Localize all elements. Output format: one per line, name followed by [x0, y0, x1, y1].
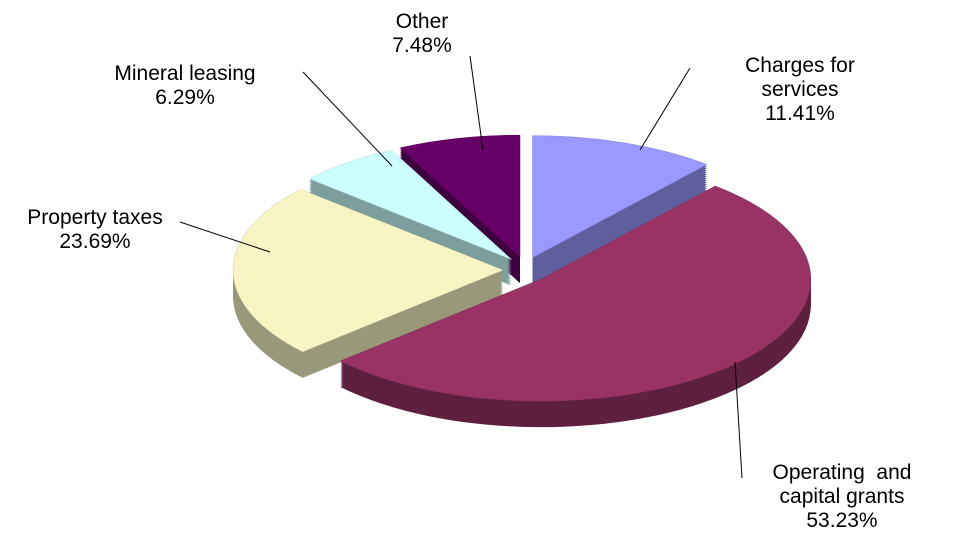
- value-label: 6.29%: [155, 86, 215, 109]
- category-name: Property taxes: [27, 206, 163, 229]
- category-name: Other: [395, 10, 449, 33]
- value-label: 53.23%: [806, 509, 878, 532]
- slice: [308, 149, 512, 260]
- leader-line: [469, 55, 484, 151]
- value-label: 23.69%: [59, 230, 131, 253]
- slice-label: Mineral leasing 6.29%: [85, 62, 285, 110]
- leader-line: [734, 361, 743, 479]
- leader-line: [302, 71, 393, 167]
- slice: [399, 134, 521, 258]
- slice: [532, 135, 708, 259]
- slice-label: Charges for services 11.41%: [725, 54, 875, 126]
- value-label: 11.41%: [765, 102, 835, 125]
- leader-line: [639, 67, 691, 151]
- value-label: 7.48%: [392, 34, 452, 57]
- slice-label: Other 7.48%: [372, 10, 472, 58]
- category-name: Charges for services: [745, 54, 861, 101]
- leader-line: [179, 221, 271, 253]
- slice: [232, 189, 504, 353]
- category-name: Mineral leasing: [114, 62, 256, 85]
- category-name: Operating and capital grants: [772, 461, 918, 508]
- slice-label: Operating and capital grants 53.23%: [762, 461, 922, 533]
- slice-label: Property taxes 23.69%: [0, 206, 195, 254]
